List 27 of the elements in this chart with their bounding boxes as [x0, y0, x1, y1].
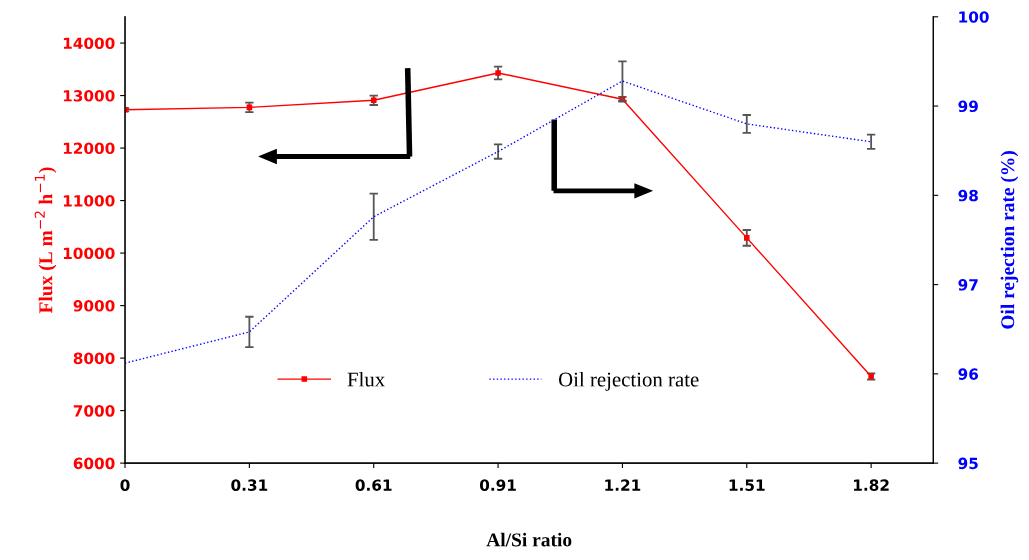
- x-axis-title: Al/Si ratio: [486, 532, 572, 547]
- y-axis-title: Flux (L m$^{−2}$ h$^{−1}$): [34, 167, 57, 314]
- y2-tick-label: 98: [958, 189, 978, 202]
- y-tick-label: 9000: [73, 300, 115, 312]
- y2-tick-label: 100: [959, 11, 989, 23]
- y-tick-label: 6000: [73, 457, 115, 470]
- y2-tick-label: 95: [958, 457, 978, 470]
- x-tick-label: 1.21: [605, 479, 641, 491]
- x-tick-label: 1.51: [729, 479, 765, 491]
- y2-axis-title: Oil rejection rate (%): [1000, 151, 1019, 329]
- legend-label: Oil rejection rate: [558, 371, 699, 391]
- x-tick-label: 0: [120, 479, 130, 491]
- x-tick-label: 0.91: [479, 479, 516, 491]
- y2-tick-label: 97: [958, 279, 978, 291]
- y-tick-label: 14000: [63, 37, 115, 50]
- y-tick-label: 13000: [63, 90, 115, 102]
- x-tick-label: 0.61: [355, 479, 392, 491]
- x-tick-label: 1.82: [854, 479, 889, 491]
- y-tick-label: 11000: [63, 195, 115, 207]
- x-tick-label: 0.31: [231, 479, 268, 491]
- y-tick-label: 12000: [63, 142, 115, 155]
- y2-tick-label: 99: [958, 100, 978, 113]
- y-tick-label: 8000: [73, 352, 115, 365]
- y2-tick-label: 96: [958, 368, 979, 380]
- y-tick-label: 10000: [63, 247, 115, 260]
- legend-label: Flux: [347, 371, 385, 387]
- y-tick-label: 7000: [73, 405, 115, 417]
